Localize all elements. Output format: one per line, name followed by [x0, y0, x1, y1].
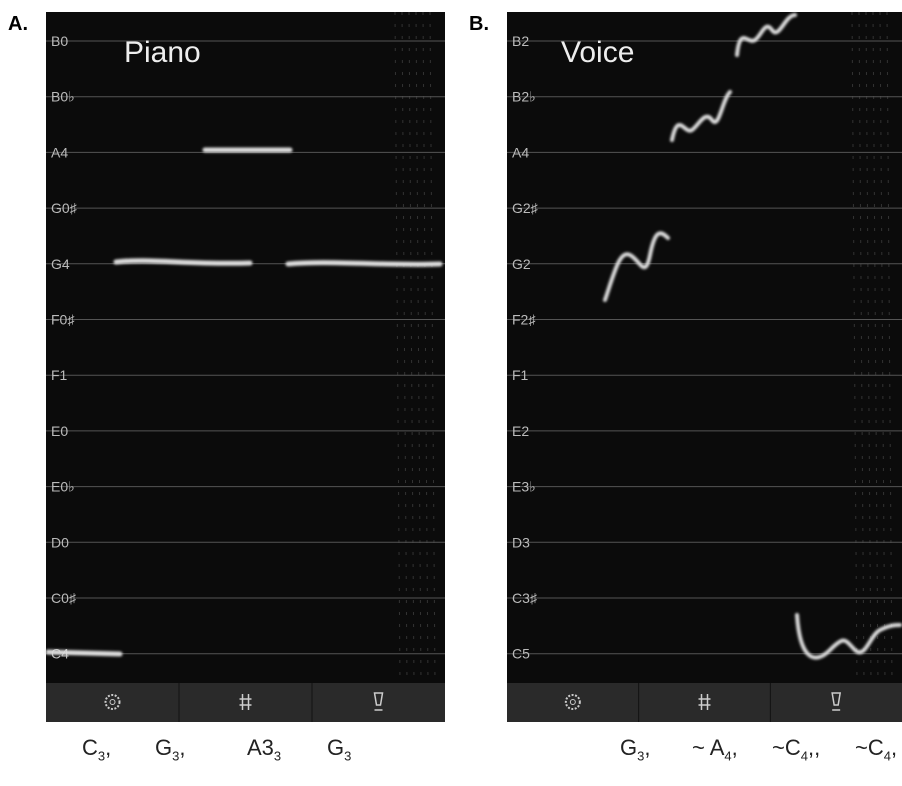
caption-after: ,: [105, 735, 112, 760]
sharp-icon: [239, 694, 252, 710]
note-label: B0♭: [51, 89, 75, 105]
pitch-trace: [45, 649, 123, 657]
caption-after: ,: [890, 735, 898, 760]
caption-sub: 3: [344, 748, 352, 764]
panel-label: A.: [8, 13, 28, 35]
note-label: B2: [512, 33, 529, 49]
caption-sub: 3: [97, 748, 106, 764]
screen: [507, 12, 902, 683]
panel-label: B.: [469, 13, 489, 35]
note-label: G0♯: [51, 200, 78, 216]
gear-icon: [564, 694, 581, 710]
toolbar: [507, 683, 902, 722]
screen: [46, 12, 445, 683]
tuning-button[interactable]: [698, 694, 711, 710]
note-label: F2♯: [512, 312, 536, 328]
note-label: F1: [512, 367, 529, 383]
note-caption: G3,: [155, 735, 185, 763]
caption-sub: 3: [273, 748, 282, 764]
note-caption: ~C4,: [855, 735, 897, 763]
note-label: G4: [51, 256, 70, 272]
note-label: B0: [51, 33, 68, 49]
caption-after: ,: [731, 735, 738, 760]
caption-after: ,: [644, 735, 651, 760]
note-caption: G3,: [620, 735, 650, 763]
caption-text: C: [82, 735, 98, 760]
sharp-icon: [698, 694, 711, 710]
pitch-trace: [735, 13, 797, 57]
caption-text: ~ A: [692, 735, 725, 760]
instrument-title: Piano: [124, 36, 201, 69]
caption-sub: 4: [800, 748, 808, 764]
caption-text: A3: [247, 735, 274, 760]
traces: [45, 13, 902, 660]
pitch-trace: [603, 231, 670, 302]
note-label: B2♭: [512, 89, 536, 105]
note-label: E2: [512, 423, 529, 439]
pitch-trace: [795, 613, 902, 660]
record-button[interactable]: [373, 692, 384, 711]
toolbar: [46, 683, 445, 722]
note-caption: C3,: [82, 735, 111, 763]
glass-icon: [831, 692, 842, 711]
note-label: C0♯: [51, 590, 77, 606]
gear-icon: [104, 694, 121, 710]
settings-button[interactable]: [564, 694, 581, 710]
caption-text: ~C: [855, 735, 884, 760]
note-label: A4: [51, 144, 68, 160]
tuning-button[interactable]: [239, 694, 252, 710]
note-label: D3: [512, 534, 530, 550]
note-label: E0: [51, 423, 68, 439]
pitch-trace: [670, 90, 732, 142]
caption-text: G: [327, 735, 345, 760]
note-label: F0♯: [51, 312, 75, 328]
caption-sub: 3: [172, 748, 180, 764]
note-label: C3♯: [512, 590, 538, 606]
note-label: G2: [512, 256, 531, 272]
pitch-trace: [285, 260, 443, 267]
note-caption: ~C4,,: [772, 735, 820, 763]
gear-hub: [109, 699, 116, 705]
instrument-title: Voice: [561, 36, 634, 69]
record-button[interactable]: [831, 692, 842, 711]
gear-hub: [569, 699, 576, 705]
note-caption: A33: [247, 735, 281, 763]
note-label: E3♭: [512, 479, 536, 495]
note-label: D0: [51, 534, 69, 550]
note-label: C5: [512, 646, 530, 662]
caption-after: ,: [179, 735, 186, 760]
note-label: G2♯: [512, 200, 539, 216]
note-label: F1: [51, 367, 68, 383]
caption-text: ~C: [772, 735, 801, 760]
caption-sub: 3: [637, 748, 645, 764]
caption-text: G: [620, 735, 638, 760]
settings-button[interactable]: [104, 694, 121, 710]
glass-icon: [373, 692, 384, 711]
caption-text: G: [155, 735, 173, 760]
caption-after: ,,: [807, 735, 821, 760]
note-label: E0♭: [51, 479, 75, 495]
note-caption: G3: [327, 735, 351, 763]
note-label: A4: [512, 144, 529, 160]
note-caption: ~ A4,: [692, 735, 738, 763]
caption-sub: 4: [724, 748, 732, 764]
pitch-trace: [113, 258, 253, 266]
caption-sub: 4: [883, 748, 891, 764]
